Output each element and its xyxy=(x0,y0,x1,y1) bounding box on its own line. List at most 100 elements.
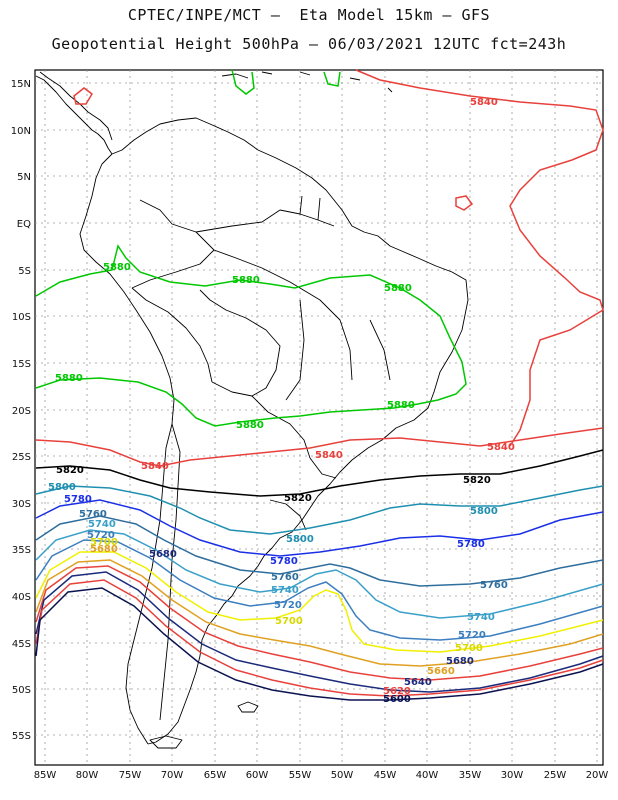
contour-label: 5780 xyxy=(64,494,92,505)
contour-label: 5780 xyxy=(457,539,485,550)
contour-label: 5740 xyxy=(467,612,495,623)
graticule xyxy=(35,70,603,765)
contour-label: 5840 xyxy=(470,97,498,108)
contours xyxy=(35,69,604,701)
contour-label: 5880 xyxy=(55,373,83,384)
lat-label: 15N xyxy=(11,79,31,90)
lat-label: 25S xyxy=(12,452,31,463)
lat-label: 45S xyxy=(12,639,31,650)
caribbean-islands xyxy=(221,71,393,93)
lat-label: EQ xyxy=(17,219,31,230)
longitude-labels: 85W 80W 75W 70W 65W 60W 55W 50W 45W 40W … xyxy=(34,770,609,781)
contour-5840-c xyxy=(73,87,93,105)
contour-label: 5760 xyxy=(480,580,508,591)
border-peru xyxy=(131,287,213,383)
lon-label: 65W xyxy=(204,770,227,781)
contour-label: 5680 xyxy=(90,544,118,555)
contour-label: 5760 xyxy=(79,509,107,520)
contour-label: 5720 xyxy=(87,530,115,541)
contour-5640 xyxy=(35,571,604,693)
lon-label: 75W xyxy=(119,770,142,781)
border-uruguay xyxy=(269,499,307,531)
contour-label: 5800 xyxy=(286,534,314,545)
lat-label: 5S xyxy=(18,266,31,277)
contour-label: 5740 xyxy=(88,519,116,530)
border-venezuela xyxy=(195,209,281,233)
contour-label: 5760 xyxy=(271,572,299,583)
south-america-coast xyxy=(111,117,469,745)
contour-label: 5840 xyxy=(141,461,169,472)
contour-label: 5880 xyxy=(387,400,415,411)
contour-label: 5880 xyxy=(384,283,412,294)
contour-5760 xyxy=(35,515,604,587)
contour-5840-d xyxy=(455,195,474,211)
contour-label: 5820 xyxy=(284,493,312,504)
contour-label: 5880 xyxy=(103,262,131,273)
contour-label: 5720 xyxy=(458,630,486,641)
border-colombia xyxy=(131,199,215,289)
contour-label: 5700 xyxy=(275,616,303,627)
contour-label: 5700 xyxy=(455,643,483,654)
contour-5660 xyxy=(35,565,604,681)
lat-label: 35S xyxy=(12,545,31,556)
contour-5840-b xyxy=(355,69,604,447)
contour-5740 xyxy=(35,529,604,619)
lat-label: 5N xyxy=(17,172,31,183)
contour-label: 5840 xyxy=(487,442,515,453)
contour-5840-a xyxy=(35,427,604,467)
contour-5880-b xyxy=(231,69,255,95)
lon-label: 40W xyxy=(416,770,439,781)
lon-label: 80W xyxy=(76,770,99,781)
lon-label: 45W xyxy=(374,770,397,781)
contour-label: 5740 xyxy=(271,585,299,596)
contour-label: 5820 xyxy=(56,465,84,476)
border-guianas xyxy=(279,195,335,227)
lat-label: 40S xyxy=(12,592,31,603)
contour-5620 xyxy=(35,579,604,697)
lon-label: 25W xyxy=(544,770,567,781)
lat-label: 30S xyxy=(12,499,31,510)
contour-5700 xyxy=(35,551,604,653)
lon-label: 30W xyxy=(501,770,524,781)
south-america-west-coast xyxy=(79,153,175,745)
contour-label: 5800 xyxy=(470,506,498,517)
contour-5800 xyxy=(35,485,604,535)
contour-label: 5800 xyxy=(48,482,76,493)
contour-label: 5720 xyxy=(274,600,302,611)
lon-label: 70W xyxy=(161,770,184,781)
tierra-del-fuego xyxy=(149,735,183,749)
lat-label: 20S xyxy=(12,406,31,417)
border-brazil-interior xyxy=(213,249,391,401)
lat-label: 15S xyxy=(12,359,31,370)
lon-label: 35W xyxy=(459,770,482,781)
lon-label: 20W xyxy=(586,770,609,781)
contour-label: 5840 xyxy=(315,450,343,461)
contour-labels: 5880 5880 5880 5880 5880 5880 5840 5840 … xyxy=(48,97,515,705)
lat-label: 10S xyxy=(12,312,31,323)
contour-label: 5780 xyxy=(270,556,298,567)
contour-label: 5660 xyxy=(427,666,455,677)
contour-5880-c xyxy=(323,71,341,87)
border-paraguay xyxy=(251,395,311,459)
contour-5720 xyxy=(35,539,604,641)
contour-label: 5700 xyxy=(90,537,118,548)
map-frame xyxy=(34,69,604,766)
lon-label: 85W xyxy=(34,770,57,781)
map-title: CPTEC/INPE/MCT – Eta Model 15km – GFS xyxy=(127,6,491,24)
contour-5780 xyxy=(35,499,604,557)
border-bolivia xyxy=(199,289,281,397)
contour-label: 5880 xyxy=(236,420,264,431)
central-america-coast xyxy=(35,75,113,155)
lat-label: 55S xyxy=(12,731,31,742)
contour-5820 xyxy=(35,449,604,497)
lon-label: 60W xyxy=(246,770,269,781)
latitude-labels: 15N 10N 5N EQ 5S 10S 15S 20S 25S 30S 35S… xyxy=(11,79,31,742)
lon-label: 55W xyxy=(289,770,312,781)
contour-label: 5880 xyxy=(232,275,260,286)
lon-label: 50W xyxy=(331,770,354,781)
contour-5600 xyxy=(35,587,604,701)
contour-5680 xyxy=(35,559,604,667)
contour-label: 5620 xyxy=(383,686,411,697)
falkland-islands xyxy=(237,701,259,713)
